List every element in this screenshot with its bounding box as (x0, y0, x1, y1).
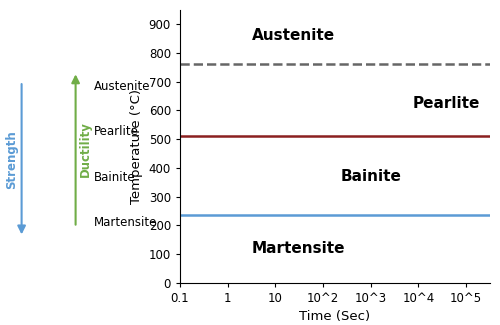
Text: Pearlite: Pearlite (94, 125, 138, 138)
Text: Strength: Strength (5, 130, 18, 188)
X-axis label: Time (Sec): Time (Sec) (300, 310, 370, 323)
Text: Martensite: Martensite (252, 241, 345, 256)
Text: Austenite: Austenite (252, 28, 334, 43)
Text: Austenite: Austenite (94, 80, 150, 93)
Text: Pearlite: Pearlite (413, 96, 480, 111)
Text: Bainite: Bainite (94, 171, 135, 184)
Text: Bainite: Bainite (340, 169, 401, 184)
Text: Martensite: Martensite (94, 216, 157, 229)
Y-axis label: Temperature (°C): Temperature (°C) (130, 89, 143, 204)
Text: Ductility: Ductility (79, 122, 92, 177)
